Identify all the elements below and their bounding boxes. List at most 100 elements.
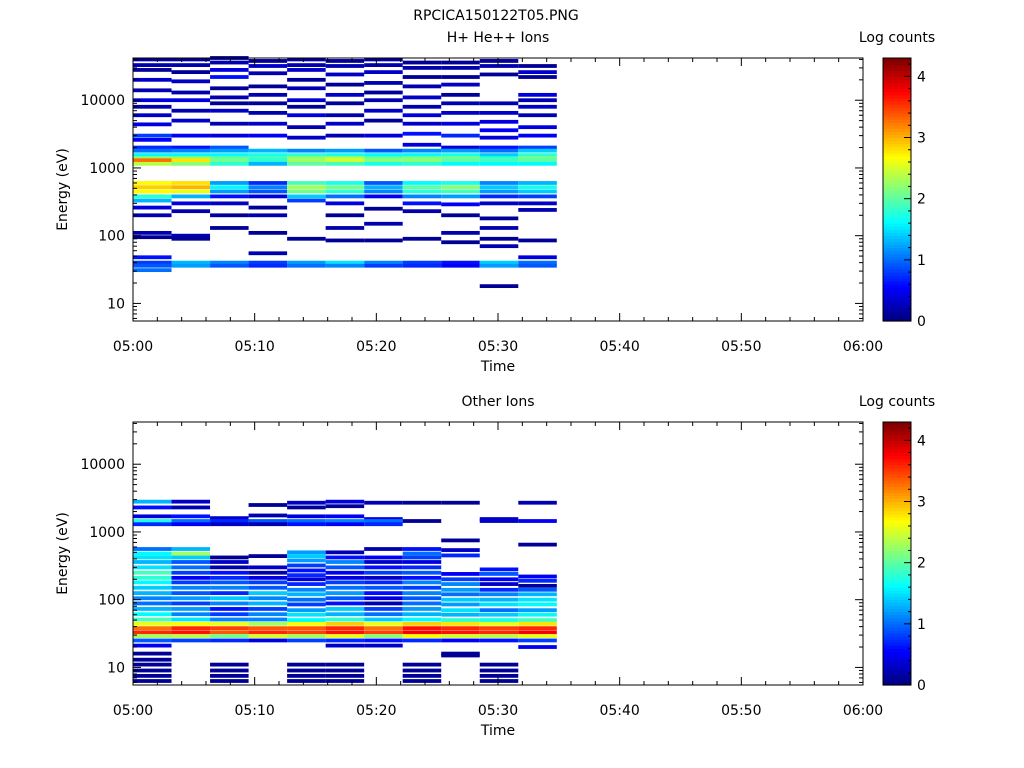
heatmap-cell [248,158,288,163]
colorbar-swatch [883,131,911,136]
colorbar-swatch [883,681,911,686]
heatmap-cell [518,133,557,138]
heatmap-cell [133,230,172,235]
heatmap-cell [479,110,519,115]
heatmap-cell [402,679,442,683]
heatmap-cell [325,158,365,163]
colorbar-swatch [883,473,911,478]
heatmap-cell [133,68,172,72]
heatmap-cell [441,538,480,543]
heatmap-cell [402,668,442,673]
heatmap-cell [133,662,172,667]
heatmap-cell [171,189,211,194]
y-tick-label: 100 [98,229,125,245]
heatmap-cell [518,238,557,243]
heatmap-cell [325,185,365,190]
colorbar-swatch [883,308,911,313]
heatmap-cell [287,618,326,622]
heatmap-cell [518,153,557,157]
colorbar-swatch [883,241,911,246]
heatmap-cell [133,596,172,601]
heatmap-cell [133,268,172,273]
heatmap-cell [171,607,211,611]
heatmap-cell [479,284,519,289]
heatmap-cell [210,630,249,635]
heatmap-cell [325,601,365,606]
heatmap-cell [364,617,403,622]
colorbar-swatch [883,61,911,65]
colorbar-swatch [883,149,911,154]
heatmap-cell [133,153,172,157]
heatmap-cell [210,201,249,206]
heatmap-cell [441,230,480,235]
heatmap-cell [479,244,519,249]
heatmap-cell [364,522,403,527]
heatmap-cell [325,181,365,185]
colorbar-tick-label: 4 [917,433,926,449]
heatmap-cell [479,135,519,140]
heatmap-cell [325,82,365,87]
panel-title: H+ He++ Ions [447,30,550,46]
heatmap-cell [441,602,480,607]
colorbar-swatch [883,633,911,637]
colorbar-swatch [883,85,911,90]
heatmap-cell [248,513,288,518]
colorbar-swatch [883,91,911,96]
heatmap-cell [402,60,442,65]
heatmap-cell [171,57,211,62]
colorbar-swatch [883,58,911,62]
heatmap-cell [518,592,557,597]
heatmap-cell [248,260,288,265]
x-tick-label: 05:30 [478,703,518,719]
heatmap-cell [402,158,442,163]
colorbar-swatch [883,529,911,533]
heatmap-cell [248,92,288,97]
heatmap-cell [479,161,519,166]
heatmap-cell [210,679,249,683]
heatmap-cell [402,153,442,157]
heatmap-cell [364,206,403,211]
colorbar-swatch [883,67,911,71]
heatmap-cell [479,630,519,635]
heatmap-cell [287,148,326,153]
heatmap-cell [133,634,172,638]
heatmap-cell [210,565,249,570]
heatmap-cell [441,597,480,602]
heatmap-cell [248,554,288,558]
heatmap-cell [248,503,288,507]
colorbar-swatch [883,256,911,261]
heatmap-cell [325,213,365,218]
heatmap-cell [210,621,249,626]
heatmap-cell [133,148,172,153]
heatmap-cell [325,643,365,648]
heatmap-cell [210,560,249,564]
colorbar-swatch [883,195,911,200]
heatmap-cell [518,194,557,199]
heatmap-cell [402,634,442,638]
heatmap-cell [248,189,288,194]
heatmap-cell [518,602,557,607]
heatmap-cell [210,519,249,523]
heatmap-cell [133,612,172,617]
colorbar-swatch [883,452,911,457]
heatmap-cell [325,133,365,138]
colorbar-swatch [883,259,911,264]
heatmap-cell [171,499,211,504]
heatmap-cell [210,634,249,638]
heatmap-cell [210,522,249,527]
heatmap-cell [287,113,326,118]
heatmap-cell [518,158,557,163]
heatmap-cell [287,158,326,163]
heatmap-cell [210,75,249,79]
heatmap-cell [441,651,480,656]
heatmap-cell [402,617,442,622]
colorbar-swatch [883,629,911,634]
heatmap-cell [248,121,288,126]
heatmap-cell [210,95,249,100]
heatmap-cell [325,596,365,601]
heatmap-cell [133,575,172,580]
colorbar-swatch [883,492,911,496]
heatmap-cell [518,578,557,583]
heatmap-cell [287,263,326,268]
